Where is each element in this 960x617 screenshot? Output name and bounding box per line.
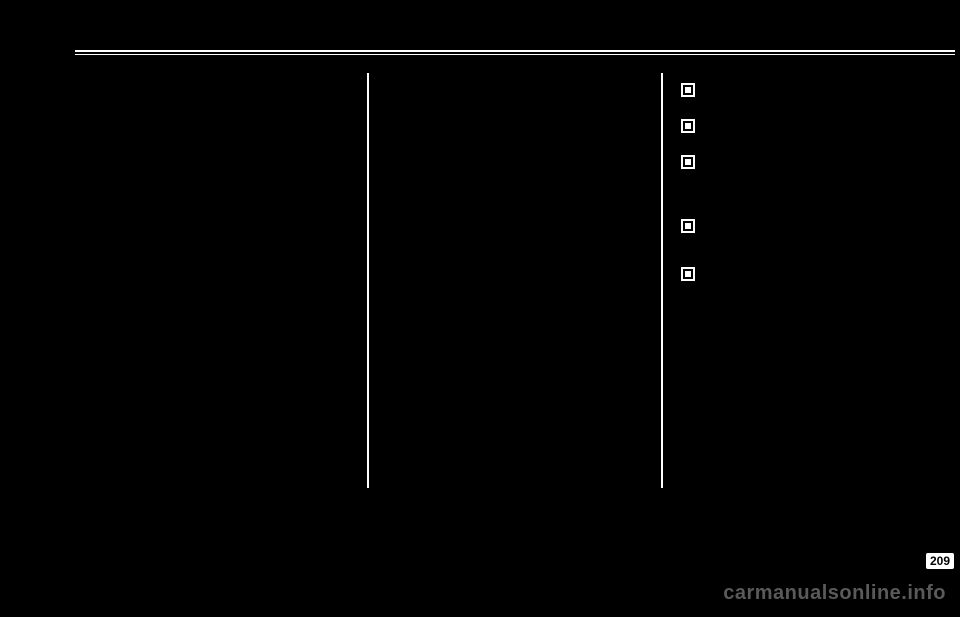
bullet-item bbox=[679, 153, 939, 211]
bullet-item bbox=[679, 217, 939, 259]
column-3 bbox=[663, 73, 955, 488]
content-columns bbox=[75, 73, 955, 488]
bullet-item bbox=[679, 117, 939, 147]
header-rule-thick bbox=[75, 50, 955, 52]
manual-page bbox=[75, 50, 955, 577]
header-rule-thin bbox=[75, 54, 955, 55]
column-2 bbox=[369, 73, 661, 488]
page-number-badge: 209 bbox=[926, 553, 954, 569]
column-1 bbox=[75, 73, 367, 488]
bullet-list bbox=[679, 81, 939, 307]
bullet-item bbox=[679, 265, 939, 307]
bullet-item bbox=[679, 81, 939, 111]
watermark-text: carmanualsonline.info bbox=[723, 582, 946, 605]
